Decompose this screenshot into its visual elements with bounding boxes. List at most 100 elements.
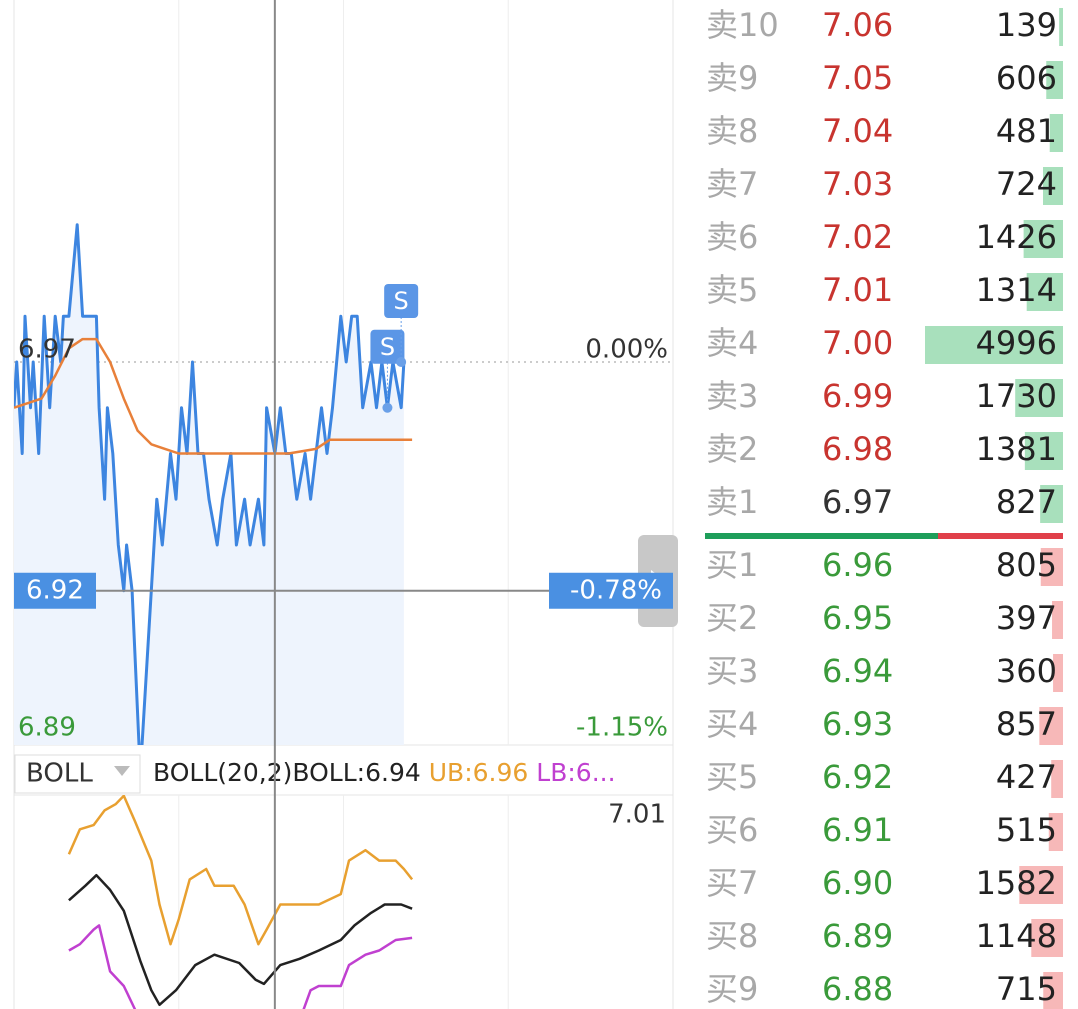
- book-label: 买7: [706, 864, 758, 902]
- book-price: 6.97: [822, 483, 893, 521]
- book-price: 7.00: [822, 324, 893, 362]
- book-label: 卖10: [706, 6, 779, 44]
- book-volume: 1582: [976, 864, 1057, 902]
- volume-bar: [1024, 432, 1063, 470]
- volume-bar: [1053, 654, 1063, 692]
- book-price: 6.94: [822, 652, 893, 690]
- indicator-lb: LB:6...: [536, 758, 615, 787]
- book-label: 买1: [706, 546, 758, 584]
- book-price: 6.88: [822, 970, 893, 1008]
- book-label: 卖3: [706, 377, 758, 415]
- volume-bar: [1046, 61, 1063, 99]
- book-volume: 360: [996, 652, 1057, 690]
- book-price: 6.99: [822, 377, 893, 415]
- indicator-ub: UB:6.96: [429, 758, 529, 787]
- series-line: [14, 337, 413, 455]
- book-volume: 481: [996, 112, 1057, 150]
- indicator-mid: BOLL(20,2)BOLL:6.94: [153, 758, 421, 787]
- marker-dot: [396, 357, 407, 367]
- book-label: 卖2: [706, 430, 758, 468]
- volume-bar: [1051, 760, 1063, 798]
- y-tick-label: 7.01: [608, 800, 666, 830]
- book-volume: 1148: [976, 917, 1057, 955]
- book-label: 卖1: [706, 483, 758, 521]
- indicator-bar[interactable]: BOLL: [14, 754, 141, 794]
- book-volume: 827: [996, 483, 1057, 521]
- book-label: 买2: [706, 599, 758, 637]
- indicator-select[interactable]: [14, 754, 141, 794]
- dropdown-arrow: [114, 766, 130, 776]
- book-volume: 427: [996, 758, 1057, 796]
- book-price: 7.02: [822, 218, 893, 256]
- book-price: 6.96: [822, 546, 893, 584]
- book-label: 买3: [706, 652, 758, 690]
- book-volume: 724: [996, 165, 1057, 203]
- book-price: 6.91: [822, 811, 893, 849]
- book-label: 卖6: [706, 218, 758, 256]
- book-price: 6.92: [822, 758, 893, 796]
- crosshair-price: 6.92: [26, 575, 84, 605]
- series-line: [68, 924, 413, 1009]
- volume-bar: [1049, 114, 1063, 152]
- book-price: 7.04: [822, 112, 893, 150]
- series-line: [68, 873, 413, 1007]
- crosshair-pct-box: [549, 572, 673, 609]
- book-price: 7.01: [822, 271, 893, 309]
- book-price: 7.03: [822, 165, 893, 203]
- volume-bar: [1040, 548, 1063, 586]
- book-volume: 606: [996, 59, 1057, 97]
- volume-bar: [1040, 485, 1063, 523]
- book-volume: 1314: [976, 271, 1057, 309]
- book-label: 买4: [706, 705, 758, 743]
- y2-tick-label: -1.15%: [576, 713, 668, 743]
- book-label: 买8: [706, 917, 758, 955]
- book-price: 6.98: [822, 430, 893, 468]
- volume-bar: [1015, 379, 1063, 417]
- strength-bar-sell: [938, 533, 1063, 539]
- volume-bar: [1043, 972, 1063, 1009]
- marker-dot: [382, 402, 393, 413]
- volume-bar: [1026, 273, 1063, 311]
- y2-tick-label: 0.00%: [585, 335, 668, 365]
- volume-bar: [1043, 167, 1063, 205]
- book-price: 6.89: [822, 917, 893, 955]
- book-volume: 857: [996, 705, 1057, 743]
- boll-chart: [67, 795, 414, 1009]
- book-volume: 1730: [976, 377, 1057, 415]
- book-label: 买9: [706, 970, 758, 1008]
- strength-bar-buy: [705, 533, 938, 539]
- marker-box: [370, 329, 405, 364]
- book-price: 7.05: [822, 59, 893, 97]
- book-price: 6.93: [822, 705, 893, 743]
- volume-bar: [1052, 601, 1063, 639]
- series-line: [67, 795, 414, 946]
- price-area: [14, 224, 404, 745]
- volume-bar: [1031, 919, 1063, 957]
- marker-label: S: [380, 333, 395, 361]
- volume-bar: [1048, 813, 1063, 851]
- book-volume: 515: [996, 811, 1057, 849]
- volume-bar: [1019, 866, 1063, 904]
- volume-bar: [1059, 8, 1063, 46]
- book-label: 卖4: [706, 324, 758, 362]
- book-volume: 805: [996, 546, 1057, 584]
- book-label: 卖7: [706, 165, 758, 203]
- book-price: 7.06: [822, 6, 893, 44]
- book-volume: 715: [996, 970, 1057, 1008]
- book-label: 买5: [706, 758, 758, 796]
- book-label: 卖5: [706, 271, 758, 309]
- intraday-chart: [14, 223, 673, 745]
- book-label: 买6: [706, 811, 758, 849]
- book-label: 卖9: [706, 59, 758, 97]
- crosshair-price-box: [14, 572, 96, 609]
- volume-bar: [925, 326, 1063, 364]
- crosshair-pct: -0.78%: [570, 575, 662, 605]
- y-tick-label: 6.97: [18, 335, 76, 365]
- book-price: 6.90: [822, 864, 893, 902]
- book-volume: 1381: [976, 430, 1057, 468]
- book-volume: 1426: [976, 218, 1057, 256]
- marker-box: [384, 284, 419, 318]
- marker-label: S: [394, 287, 409, 315]
